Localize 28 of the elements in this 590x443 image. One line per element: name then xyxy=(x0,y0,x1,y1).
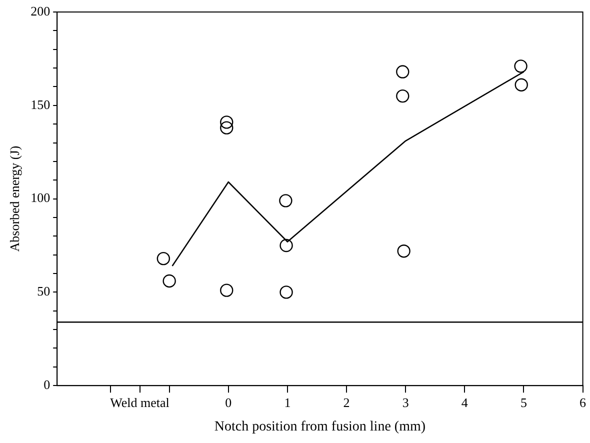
point xyxy=(280,238,293,252)
point xyxy=(279,194,292,208)
x-tick-label: Weld metal xyxy=(110,394,170,410)
point xyxy=(397,244,410,258)
x-tick-label: 4 xyxy=(461,394,468,410)
x-tick-label: 6 xyxy=(580,394,587,410)
point xyxy=(156,252,170,266)
x-tick-label: 5 xyxy=(520,394,527,410)
x-tick-label: 3 xyxy=(402,394,409,410)
y-tick-label: 100 xyxy=(30,190,50,206)
x-axis-title: Notch position from fusion line (mm) xyxy=(214,419,426,434)
point xyxy=(220,284,234,297)
x-tick-label: 1 xyxy=(284,394,291,410)
y-tick-label: 50 xyxy=(37,284,50,299)
point xyxy=(396,89,410,103)
point xyxy=(220,116,234,129)
point xyxy=(280,286,293,299)
y-tick-label: 200 xyxy=(30,3,50,18)
y-tick-label: 0 xyxy=(44,377,50,392)
point xyxy=(514,60,528,73)
point xyxy=(220,121,234,134)
y-tick-label: 150 xyxy=(30,96,50,112)
y-axis-title: Absorbed energy (J) xyxy=(7,146,22,252)
point xyxy=(396,65,410,78)
point xyxy=(162,274,176,288)
x-tick-label: 0 xyxy=(225,394,232,410)
point xyxy=(514,78,528,92)
x-tick-label: 2 xyxy=(343,394,350,410)
